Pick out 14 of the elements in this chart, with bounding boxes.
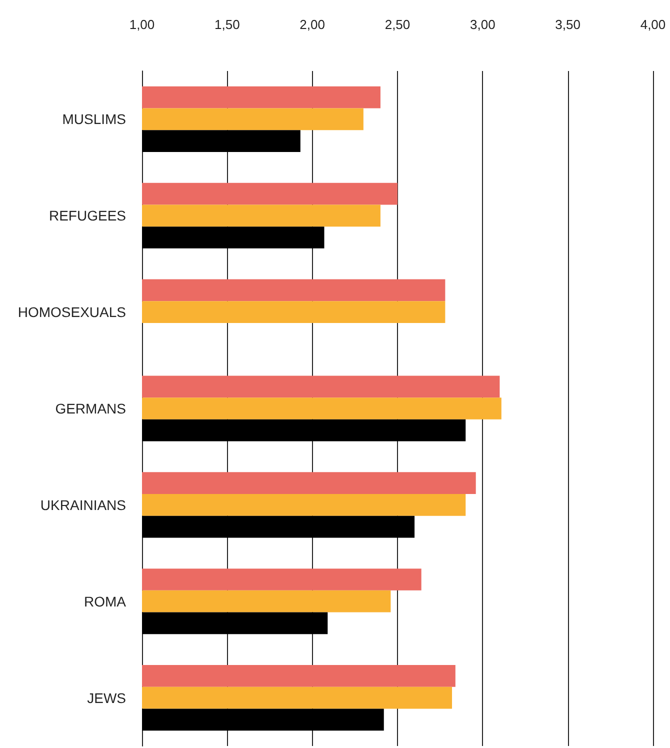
y-tick-label: GERMANS: [55, 400, 126, 416]
x-tick-label: 2,00: [300, 17, 325, 32]
y-tick-label: MUSLIMS: [62, 111, 126, 128]
x-tick-label: 1,50: [214, 17, 240, 32]
y-tick-label: JEWS: [87, 690, 126, 706]
x-tick-label: 4,00: [640, 17, 666, 32]
y-tick-label: ROMA: [84, 593, 127, 610]
x-tick-label: 2,50: [384, 17, 410, 32]
y-tick-label: UKRAINIANS: [40, 496, 126, 513]
y-tick-label: REFUGEES: [48, 208, 126, 224]
y-tick-label: HOMOSEXUALS: [18, 304, 126, 320]
x-tick-label: 1,00: [129, 17, 155, 32]
x-tick-label: 3,50: [555, 17, 580, 32]
x-tick-label: 3,00: [470, 17, 496, 32]
